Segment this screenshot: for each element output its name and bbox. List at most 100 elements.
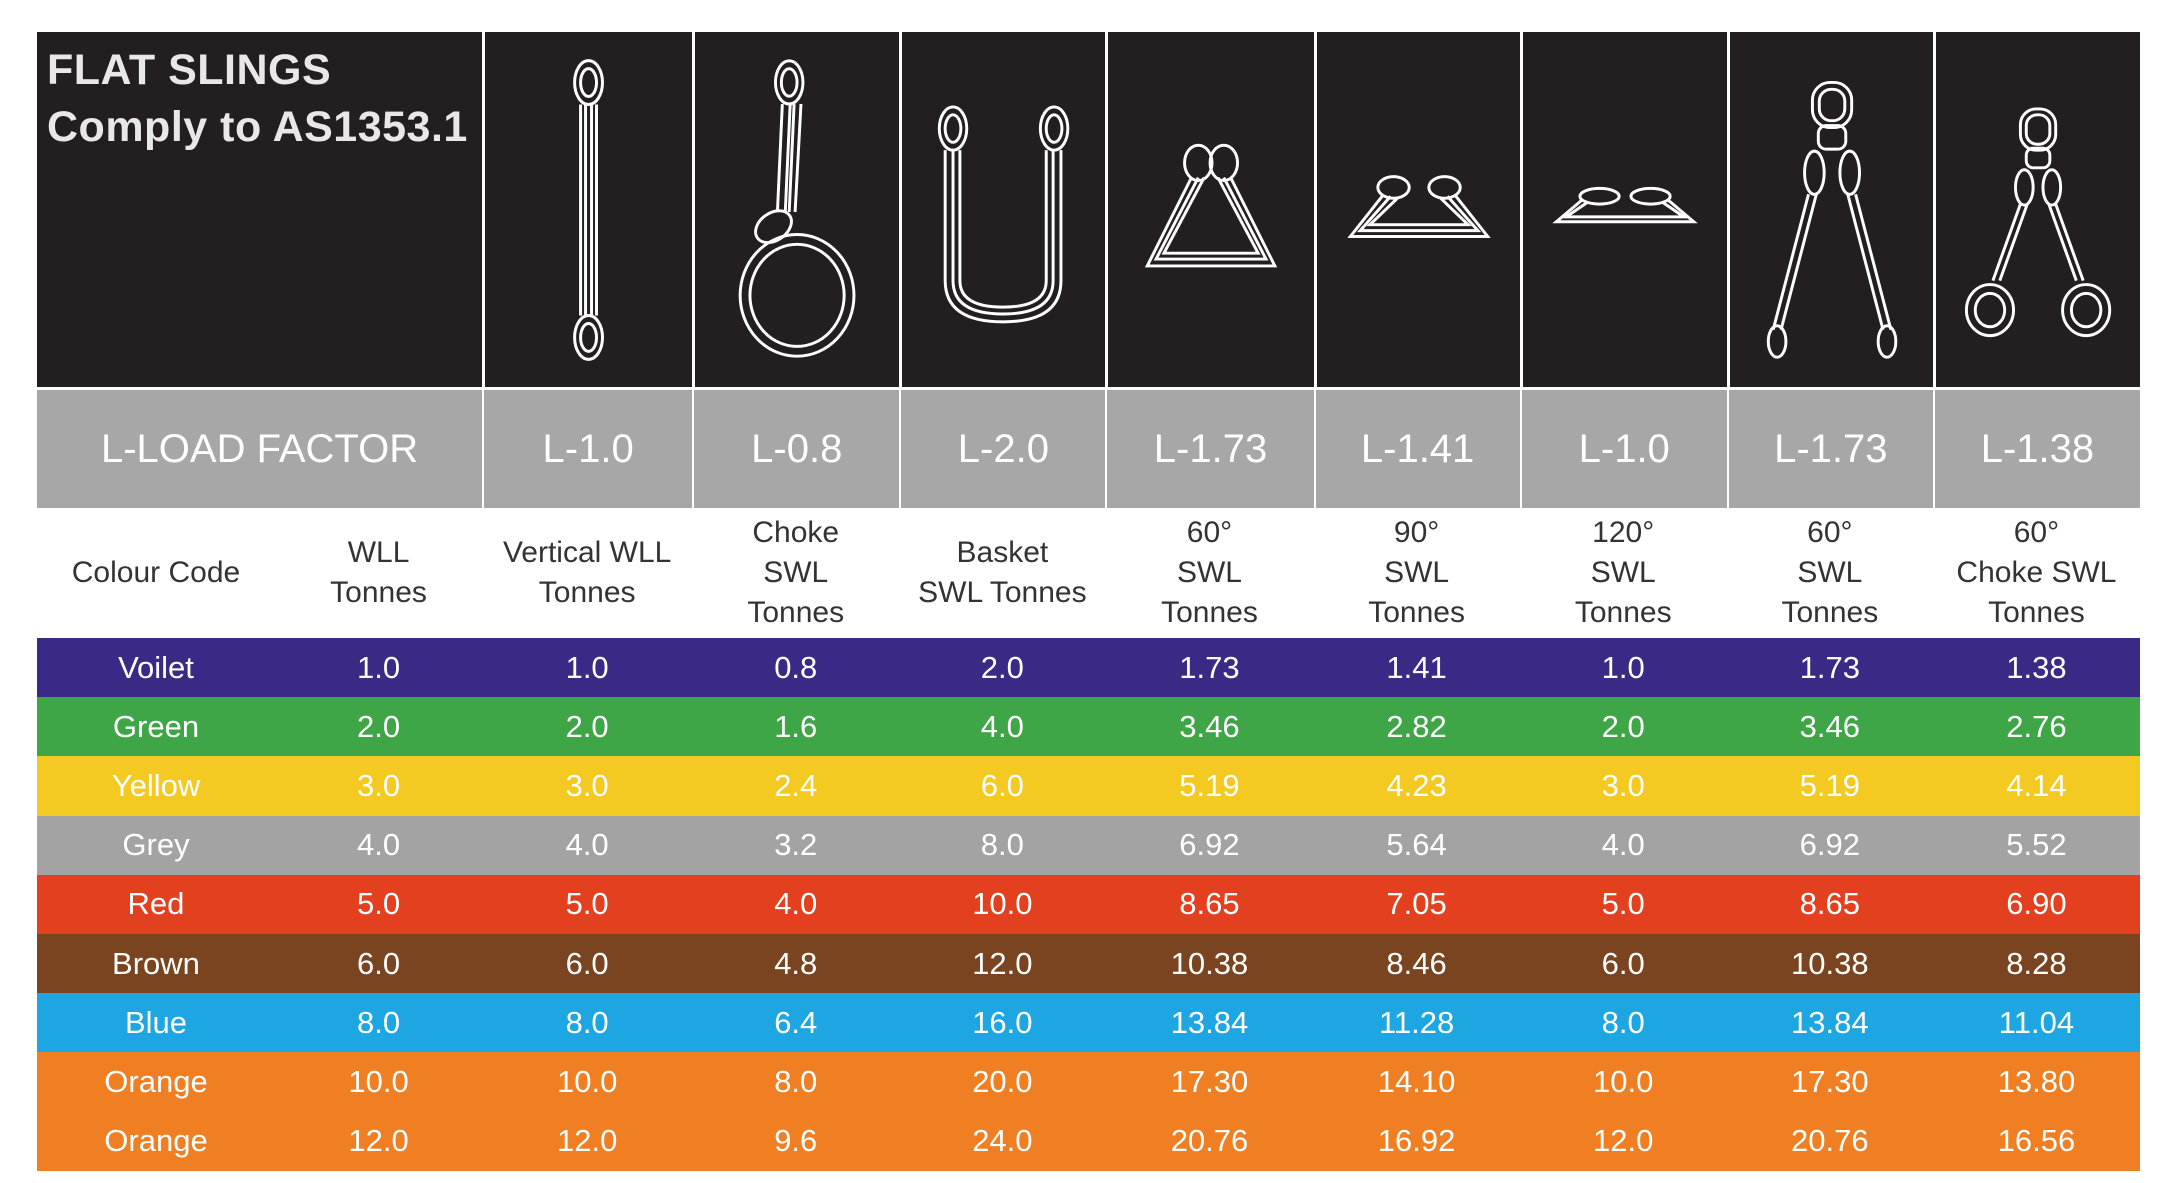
table-cell: 1.73	[1179, 649, 1240, 685]
colour-name: Voilet	[118, 649, 194, 685]
table-cell: 5.0	[565, 886, 609, 922]
table-cell: 3.46	[1179, 708, 1240, 744]
table-cell: 5.19	[1179, 767, 1240, 803]
table-cell: 1.6	[774, 708, 818, 744]
load-factor-label: L-LOAD FACTOR	[37, 390, 483, 508]
table-cell: 8.0	[356, 1004, 401, 1040]
table-cell: 10.0	[1593, 1063, 1654, 1099]
table-cell: 5.52	[2006, 827, 2067, 863]
colour-name: Green	[112, 708, 200, 744]
table-cell: 13.84	[1170, 1004, 1249, 1040]
colour-name: Orange	[104, 1123, 208, 1159]
table-cell: 1.0	[356, 649, 401, 685]
table-cell: 6.90	[2006, 886, 2067, 922]
table-cell: 1.38	[2006, 649, 2067, 685]
column-header: 120° SWL Tonnes	[1574, 516, 1672, 629]
table-cell: 12.0	[556, 1123, 618, 1159]
table-cell: 10.0	[972, 886, 1033, 922]
table-cell: 10.38	[1170, 945, 1249, 981]
load-factor-row: L-LOAD FACTOR L-1.0 L-0.8 L-2.0 L-1.73 L…	[37, 390, 2140, 508]
table-cell: 13.80	[1997, 1063, 2076, 1099]
table-row: Green 2.0 2.0 1.6 4.0 3.46 2.82 2.0 3.46…	[37, 697, 2140, 757]
column-header: Vertical WLL Tonnes	[502, 536, 672, 609]
table-row: Grey 4.0 4.0 3.2 8.0 6.92 5.64 4.0 6.92 …	[37, 815, 2140, 875]
table-cell: 16.56	[1997, 1123, 2076, 1159]
basket-sling-icon	[899, 32, 1106, 387]
table-cell: 2.0	[565, 708, 609, 744]
table-cell: 7.05	[1386, 886, 1447, 922]
table-cell: 14.10	[1377, 1063, 1456, 1099]
table-cell: 3.0	[565, 767, 609, 803]
two-leg-choke-sling-icon	[1932, 32, 2140, 387]
table-cell: 4.0	[1601, 827, 1645, 863]
table-cell: 2.0	[1601, 708, 1645, 744]
table-cell: 3.2	[774, 827, 818, 863]
table-cell: 6.92	[1179, 827, 1240, 863]
table-cell: 13.84	[1791, 1004, 1869, 1040]
table-cell: 2.0	[980, 649, 1024, 685]
colour-name: Orange	[104, 1063, 208, 1099]
colour-code-rows: Voilet 1.0 1.0 0.8 2.0 1.73 1.41 1.0 1.7…	[37, 638, 2140, 1171]
choke-sling-icon	[692, 32, 900, 387]
table-cell: 5.0	[1601, 886, 1645, 922]
table-cell: 3.46	[1799, 708, 1860, 744]
table-row: Orange 10.0 10.0 8.0 20.0 17.30 14.10 10…	[37, 1052, 2140, 1112]
table-cell: 4.0	[980, 708, 1024, 744]
table-cell: 8.0	[565, 1004, 609, 1040]
load-factor-value: L-1.41	[1313, 390, 1520, 508]
table-cell: 2.0	[356, 708, 401, 744]
table-cell: 1.73	[1799, 649, 1860, 685]
two-leg-sling-icon	[1726, 32, 1933, 387]
table-cell: 4.0	[356, 827, 401, 863]
basket-120-sling-icon	[1519, 32, 1727, 387]
table-row: Blue 8.0 8.0 6.4 16.0 13.84 11.28 8.0 13…	[37, 993, 2140, 1053]
basket-90-sling-icon	[1313, 32, 1520, 387]
table-cell: 6.0	[980, 767, 1024, 803]
title-block: FLAT SLINGS Comply to AS1353.1	[37, 32, 483, 387]
column-header: Basket SWL Tonnes	[918, 536, 1087, 609]
table-cell: 6.0	[1601, 945, 1645, 981]
table-cell: 2.82	[1386, 708, 1447, 744]
table-cell: 20.76	[1170, 1123, 1249, 1159]
title-line-1: FLAT SLINGS	[47, 46, 332, 94]
table-cell: 6.0	[565, 945, 609, 981]
load-factor-value: L-1.0	[482, 390, 693, 508]
table-row: Orange 12.0 12.0 9.6 24.0 20.76 16.92 12…	[37, 1111, 2140, 1171]
table-cell: 8.0	[1601, 1004, 1645, 1040]
load-factor-value: L-1.73	[1105, 390, 1314, 508]
table-cell: 4.23	[1386, 767, 1447, 803]
table-cell: 16.92	[1377, 1123, 1456, 1159]
load-factor-value: L-0.8	[692, 390, 900, 508]
sling-illustration-row: FLAT SLINGS Comply to AS1353.1	[37, 32, 2140, 387]
table-cell: 9.6	[774, 1123, 818, 1159]
colour-name: Grey	[122, 827, 190, 863]
table-row: Brown 6.0 6.0 4.8 12.0 10.38 8.46 6.0 10…	[37, 933, 2140, 994]
colour-name: Blue	[124, 1004, 188, 1040]
table-cell: 12.0	[1593, 1123, 1654, 1159]
table-cell: 6.4	[774, 1004, 818, 1040]
table-cell: 4.0	[774, 886, 818, 922]
table-cell: 8.0	[980, 827, 1024, 863]
table-cell: 16.0	[972, 1004, 1033, 1040]
table-cell: 2.76	[2006, 708, 2067, 744]
table-cell: 8.65	[1179, 886, 1240, 922]
column-header: 90° SWL Tonnes	[1368, 516, 1465, 629]
table-cell: 0.8	[774, 649, 818, 685]
table-cell: 1.0	[565, 649, 609, 685]
sling-rating-table: FLAT SLINGS Comply to AS1353.1	[37, 32, 2140, 1171]
table-row: Red 5.0 5.0 4.0 10.0 8.65 7.05 5.0 8.65 …	[37, 874, 2140, 934]
column-header: Colour Code	[71, 556, 241, 589]
table-cell: 4.0	[565, 827, 609, 863]
load-factor-value: L-1.0	[1519, 390, 1727, 508]
table-cell: 20.0	[972, 1063, 1033, 1099]
table-cell: 4.14	[2006, 767, 2067, 803]
colour-name: Red	[127, 886, 185, 922]
table-cell: 11.28	[1378, 1004, 1455, 1040]
table-cell: 3.0	[356, 767, 401, 803]
table-cell: 4.8	[774, 945, 818, 981]
table-cell: 10.0	[556, 1063, 618, 1099]
column-header: 60° Choke SWL Tonnes	[1956, 516, 2117, 629]
table-cell: 5.0	[356, 886, 401, 922]
table-cell: 12.0	[972, 945, 1033, 981]
table-cell: 11.04	[1998, 1004, 2075, 1040]
